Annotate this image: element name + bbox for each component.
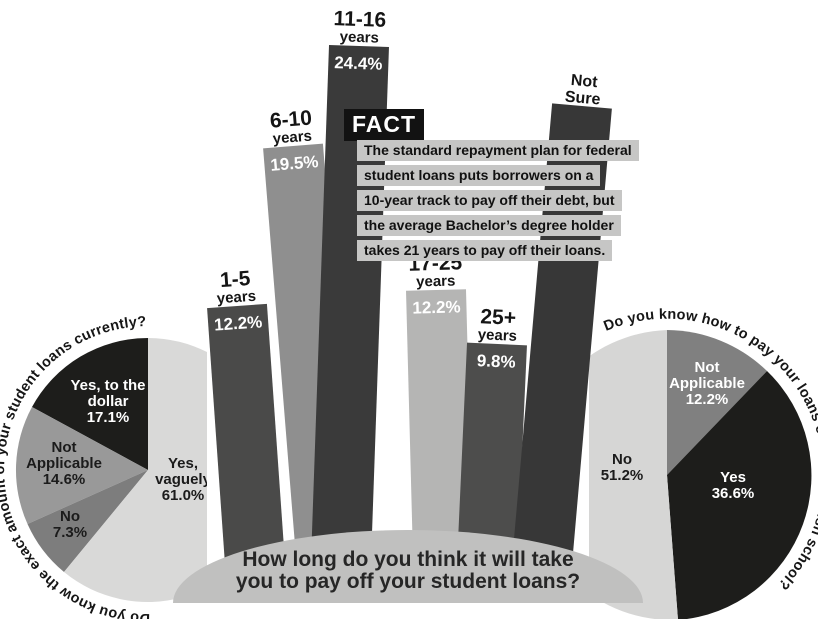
- bar-1-5-years: 1-5 years 12.2%: [207, 267, 287, 592]
- fact-line: student loans puts borrowers on a: [357, 165, 601, 186]
- pie-right-label-na-3: 12.2%: [686, 391, 729, 408]
- bar-6-10-label-2: years: [272, 127, 312, 147]
- pie-left-slice-no: [27, 470, 148, 572]
- pie-right-label-no-1: No: [612, 451, 632, 468]
- bar-11-16-label-1: 11-16: [333, 7, 386, 32]
- bar-chart-question-line-1: How long do you think it will take: [242, 548, 573, 571]
- pie-right-label-na-2: Applicable: [669, 375, 745, 392]
- fact-line: the average Bachelor’s degree holder: [357, 215, 621, 236]
- pie-right-slice-no: [589, 330, 678, 619]
- pie-left: Yes, to the dollar 17.1% Not Applicable …: [15, 338, 212, 602]
- bar-6-10-value: 19.5%: [270, 152, 320, 175]
- pie-right-label-yes-2: 36.6%: [712, 485, 755, 502]
- fact-line: takes 21 years to pay off their loans.: [357, 240, 613, 261]
- bar-25-plus-value: 9.8%: [476, 351, 516, 372]
- bar-11-16-years: 11-16 years 24.4%: [310, 7, 389, 591]
- bar-1-5-value: 12.2%: [214, 312, 263, 334]
- pie-left-label-dollar-3: 17.1%: [87, 409, 130, 426]
- pie-left-label-no-2: 7.3%: [53, 524, 87, 541]
- bar-25-plus-years: 25+ years 9.8%: [455, 305, 527, 592]
- bar-17-25-value: 12.2%: [412, 297, 461, 317]
- bar-1-5-label-1: 1-5: [219, 267, 251, 292]
- bar-17-25-label-2: years: [416, 272, 456, 290]
- pie-right-label-no-2: 51.2%: [601, 467, 644, 484]
- bar-1-5-label-2: years: [216, 288, 256, 308]
- pie-left-label-na-2: Applicable: [26, 455, 102, 472]
- dome: [173, 530, 643, 603]
- bar-17-25-rect: [406, 289, 474, 591]
- pie-left-label-no-1: No: [60, 508, 80, 525]
- pie-left-label-vaguely-3: 61.0%: [162, 487, 205, 504]
- pie-left-label-na-3: 14.6%: [43, 471, 86, 488]
- bar-11-16-value: 24.4%: [334, 53, 383, 74]
- pie-right-slice-not-applicable: [667, 330, 767, 475]
- pie-right-slice-yes: [667, 371, 812, 619]
- bar-not-sure-label-1: Not: [570, 72, 599, 91]
- fact-line: The standard repayment plan for federal: [357, 140, 639, 161]
- bar-25-plus-rect: [455, 342, 527, 592]
- bar-6-10-label-1: 6-10: [269, 106, 313, 132]
- bar-1-5-rect: [207, 303, 287, 592]
- pie-left-label-na-1: Not: [52, 439, 77, 456]
- bar-25-plus-label-2: years: [477, 326, 517, 345]
- pie-left-label-dollar-2: dollar: [88, 393, 129, 410]
- bar-11-16-label-2: years: [339, 28, 379, 46]
- pie-left-label-dollar-1: Yes, to the: [70, 377, 145, 394]
- fact-line: 10-year track to pay off their debt, but: [357, 190, 622, 211]
- bar-chart-question-line-2: you to pay off your student loans?: [236, 570, 580, 593]
- fact-text: The standard repayment plan for federal …: [357, 140, 639, 265]
- bar-25-plus-label-1: 25+: [480, 305, 517, 330]
- fact-heading: FACT: [344, 109, 425, 141]
- pie-left-label-vaguely-2: vaguely: [155, 471, 212, 488]
- pie-left-label-vaguely-1: Yes,: [168, 455, 198, 472]
- pie-left-slice-yes-dollar: [32, 338, 148, 470]
- bar-not-sure-label-2: Sure: [564, 89, 601, 109]
- pie-right-label-yes-1: Yes: [720, 469, 746, 486]
- pie-left-slice-not-applicable: [15, 407, 148, 524]
- pie-right-label-na-1: Not: [695, 359, 720, 376]
- pie-left-slice-yes-vaguely: [64, 338, 207, 602]
- pie-right: Not Applicable 12.2% Yes 36.6% No 51.2%: [589, 330, 812, 619]
